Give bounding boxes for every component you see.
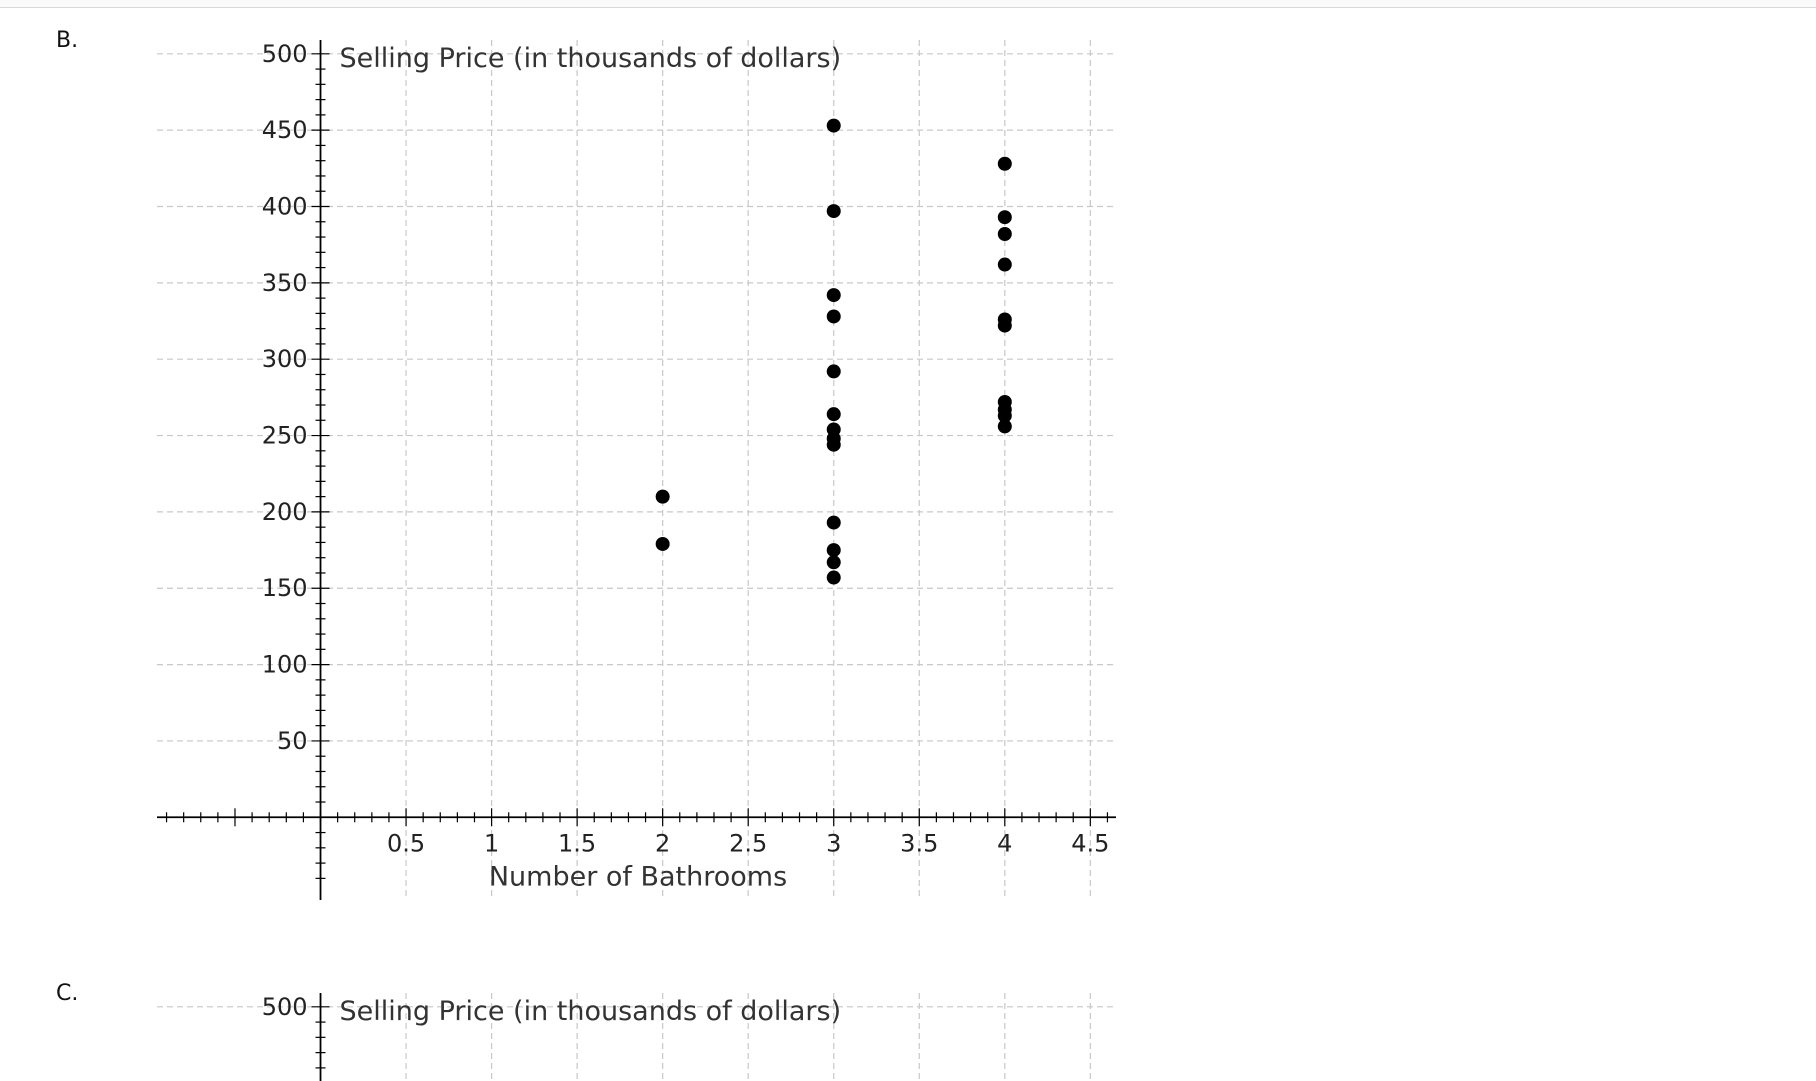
top-divider (0, 0, 1816, 8)
data-point (826, 204, 841, 219)
x-tick-label: 4 (997, 829, 1012, 857)
grid-lines (157, 40, 1116, 900)
y-tick-label: 350 (262, 269, 308, 297)
x-tick-label: 2 (655, 829, 670, 857)
data-point (997, 210, 1012, 225)
x-axis-label: Number of Bathrooms (489, 861, 787, 892)
option-c-label[interactable]: C. (56, 981, 79, 1006)
x-tick-label: 1 (484, 829, 499, 857)
x-tick-label: 1.5 (558, 829, 596, 857)
grid-lines (157, 993, 1116, 1081)
y-tick-label: 50 (277, 727, 308, 755)
data-point (997, 408, 1012, 423)
data-point (826, 364, 841, 379)
x-tick-label: 3 (826, 829, 841, 857)
data-point (826, 437, 841, 452)
data-point (826, 309, 841, 324)
data-point (655, 536, 670, 551)
scatter-chart-b: 50 100 150 200 250 300 350 400 450 500 0.5 1 1.5 2 2.5… (157, 40, 1116, 900)
y-tick-label: 200 (262, 498, 308, 526)
data-point (826, 515, 841, 530)
y-tick-label: 250 (262, 422, 308, 450)
y-tick-label: 100 (262, 651, 308, 679)
data-point (826, 407, 841, 422)
y-tick-label: 500 (262, 40, 308, 68)
y-axis-label: Selling Price (in thousands of dollars) (340, 43, 842, 74)
x-tick-label: 3.5 (900, 829, 938, 857)
y-axis-label: Selling Price (in thousands of dollars) (340, 996, 842, 1027)
y-tick-label: 300 (262, 345, 308, 373)
data-point (826, 555, 841, 570)
data-point (997, 419, 1012, 434)
y-tick-label: 500 (262, 993, 308, 1021)
y-tick-label: 450 (262, 116, 308, 144)
data-point (655, 489, 670, 504)
option-b-label[interactable]: B. (56, 28, 79, 53)
data-point (997, 156, 1012, 171)
data-point (826, 543, 841, 558)
data-point (826, 118, 841, 133)
data-point (826, 288, 841, 303)
data-point (997, 318, 1012, 333)
x-tick-label: 2.5 (729, 829, 767, 857)
x-tick-label: 4.5 (1071, 829, 1109, 857)
data-point (826, 570, 841, 585)
scatter-chart-c: 500 Selling Price (in thousands of dollar… (157, 993, 1116, 1081)
x-tick-label: 0.5 (387, 829, 425, 857)
y-tick-label: 400 (262, 193, 308, 221)
y-tick-label: 150 (262, 574, 308, 602)
data-point (997, 257, 1012, 272)
data-point (997, 226, 1012, 241)
